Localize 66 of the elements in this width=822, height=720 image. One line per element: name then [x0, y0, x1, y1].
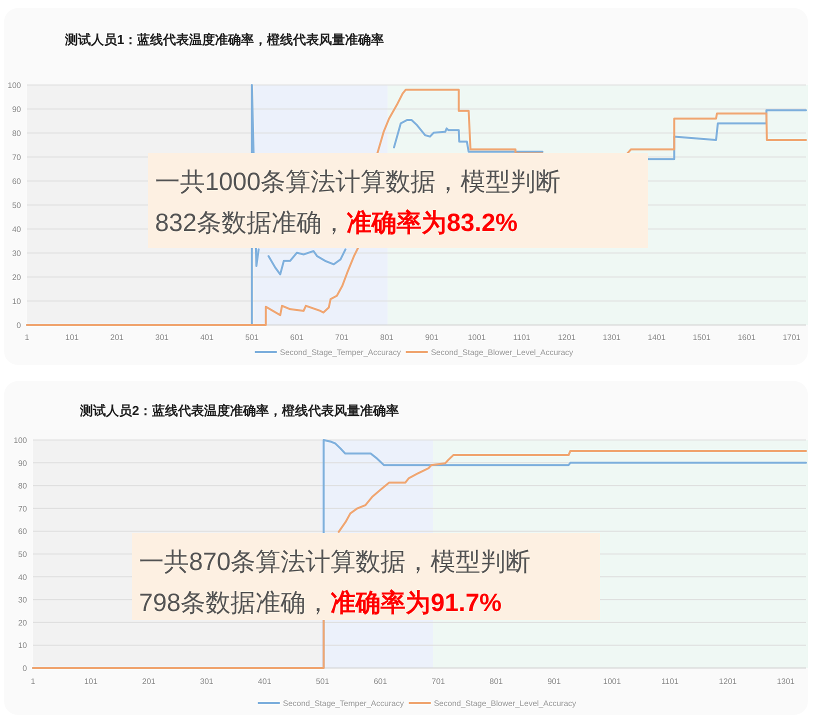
y-tick-label: 10: [18, 641, 28, 650]
x-tick-label: 801: [490, 677, 504, 686]
annotation: 准确率为91.7%: [330, 589, 502, 617]
x-tick-label: 101: [65, 333, 80, 342]
y-tick-label: 30: [12, 249, 22, 258]
y-tick-label: 0: [16, 321, 22, 330]
chart-title: 测试人员1：蓝线代表温度准确率，橙线代表风量准确率: [64, 32, 384, 47]
x-tick-label: 401: [258, 677, 272, 686]
x-tick-label: 1: [24, 333, 30, 342]
x-tick-label: 301: [200, 677, 214, 686]
y-tick-label: 60: [18, 527, 28, 536]
y-tick-label: 70: [12, 153, 22, 162]
x-tick-label: 701: [335, 333, 350, 342]
x-tick-label: 401: [200, 333, 214, 342]
x-tick-label: 1701: [782, 333, 802, 342]
legend-label: Second_Stage_Temper_Accuracy: [280, 348, 401, 357]
y-tick-label: 100: [8, 81, 22, 90]
y-tick-label: 10: [12, 297, 22, 306]
x-tick-label: 1: [30, 677, 36, 686]
x-tick-label: 1601: [738, 333, 756, 342]
y-tick-label: 0: [22, 664, 28, 673]
y-tick-label: 50: [12, 201, 22, 210]
y-tick-label: 60: [12, 177, 22, 186]
x-tick-label: 301: [155, 333, 170, 342]
x-tick-label: 1401: [648, 333, 666, 342]
y-tick-label: 80: [18, 482, 28, 491]
x-tick-label: 501: [245, 333, 260, 342]
y-tick-label: 90: [18, 458, 28, 468]
x-tick-label: 1301: [602, 333, 622, 342]
y-tick-label: 30: [18, 596, 28, 605]
chart-title: 测试人员2：蓝线代表温度准确率，橙线代表风量准确率: [79, 403, 400, 418]
y-tick-label: 90: [12, 105, 22, 114]
x-tick-label: 601: [290, 333, 304, 342]
y-tick-label: 20: [12, 273, 22, 282]
x-tick-label: 1101: [661, 677, 680, 686]
x-tick-label: 701: [432, 677, 446, 686]
x-tick-label: 601: [374, 677, 388, 686]
y-tick-label: 70: [18, 504, 28, 514]
x-tick-label: 501: [316, 677, 330, 686]
annotation: 准确率为83.2%: [346, 209, 518, 237]
x-tick-label: 201: [110, 333, 124, 342]
x-tick-label: 1201: [558, 333, 576, 342]
y-tick-label: 40: [12, 225, 22, 234]
x-tick-label: 201: [142, 677, 156, 686]
x-tick-label: 901: [425, 333, 440, 342]
x-tick-label: 801: [380, 333, 394, 342]
y-tick-label: 50: [18, 550, 28, 559]
annotation: 798条数据准确，: [139, 589, 331, 617]
annotation: 一共1000条算法计算数据，模型判断: [155, 168, 561, 196]
legend-label: Second_Stage_Blower_Level_Accuracy: [430, 348, 574, 357]
y-tick-label: 20: [18, 618, 28, 628]
x-tick-label: 1301: [776, 677, 796, 686]
y-tick-label: 40: [18, 572, 28, 582]
x-tick-label: 101: [84, 677, 98, 686]
legend-label: Second_Stage_Temper_Accuracy: [282, 699, 404, 708]
x-tick-label: 1101: [513, 333, 531, 342]
x-tick-label: 901: [547, 677, 562, 686]
y-tick-label: 100: [14, 436, 28, 445]
x-tick-label: 1501: [692, 333, 712, 342]
x-tick-label: 1201: [718, 677, 738, 686]
x-tick-label: 1001: [468, 333, 486, 342]
legend-label: Second_Stage_Blower_Level_Accuracy: [434, 699, 576, 708]
y-tick-label: 80: [12, 129, 22, 138]
annotation: 一共870条算法计算数据，模型判断: [139, 548, 531, 576]
annotation: 832条数据准确，: [155, 209, 347, 237]
x-tick-label: 1001: [603, 677, 622, 686]
